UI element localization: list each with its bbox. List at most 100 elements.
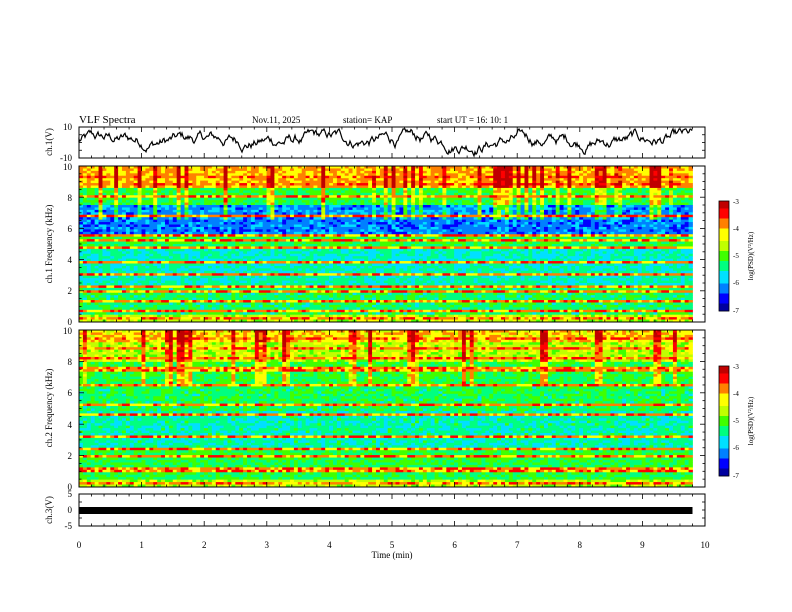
spectrogram-cell	[301, 212, 307, 216]
spectrogram-cell	[223, 185, 228, 189]
spectrogram-cell	[239, 168, 244, 172]
spectrogram-cell	[360, 202, 365, 206]
spectrogram-cell	[422, 192, 428, 196]
spectrogram-cell	[153, 190, 158, 194]
spectrogram-cell	[90, 222, 96, 225]
spectrogram-cell	[446, 200, 451, 203]
spectrogram-cell	[219, 231, 224, 235]
spectrogram-cell	[485, 197, 490, 201]
spectrogram-cell	[571, 207, 576, 211]
spectrogram-cell	[106, 209, 111, 213]
spectrogram-cell	[653, 207, 658, 211]
spectrogram-cell	[317, 239, 322, 242]
spectrogram-cell	[567, 197, 572, 201]
spectrogram-cell	[645, 226, 650, 230]
spectrogram-cell	[395, 175, 400, 179]
spectrogram-cell	[356, 234, 361, 238]
spectrogram-cell	[282, 214, 287, 218]
spectrogram-cell	[290, 224, 295, 228]
spectrogram-cell	[442, 219, 447, 223]
spectrogram-cell	[501, 178, 506, 182]
spectrogram-cell	[332, 214, 338, 218]
spectrogram-cell	[567, 202, 572, 206]
spectrogram-cell	[200, 202, 205, 206]
spectrogram-cell	[426, 222, 432, 225]
spectrogram-cell	[501, 209, 506, 213]
spectrogram-cell	[508, 209, 514, 213]
spectrogram-cell	[231, 183, 236, 186]
spectrogram-cell	[688, 195, 693, 199]
spectrogram-cell	[446, 236, 451, 240]
spectrogram-cell	[465, 187, 471, 191]
spectrogram-cell	[626, 239, 631, 242]
spectrogram-cell	[309, 178, 314, 182]
spectrogram-cell	[622, 222, 627, 225]
spectrogram-cell	[501, 241, 506, 245]
spectrogram-cell	[450, 170, 455, 174]
spectrogram-cell	[454, 187, 459, 191]
spectrogram-cell	[446, 170, 451, 174]
spectrogram-cell	[118, 226, 123, 230]
spectrogram-cell	[626, 207, 631, 211]
spectrogram-cell	[415, 170, 420, 174]
spectrogram-cell	[149, 170, 154, 174]
spectrogram-cell	[204, 195, 209, 199]
spectrogram-cell	[313, 212, 318, 216]
spectrogram-cell	[297, 231, 303, 235]
spectrogram-cell	[618, 217, 623, 221]
spectrogram-cell	[375, 241, 381, 245]
spectrogram-cell	[379, 231, 385, 235]
spectrogram-cell	[422, 202, 428, 206]
spectrogram-cell	[626, 175, 631, 179]
spectrogram-cell	[223, 202, 228, 206]
spectrogram-cell	[633, 219, 639, 223]
spectrogram-cell	[176, 195, 181, 199]
spectrogram-cell	[372, 200, 377, 203]
spectrogram-cell	[661, 212, 666, 216]
spectrogram-cell	[450, 202, 455, 206]
spectrogram-cell	[583, 197, 588, 201]
spectrogram-cell	[438, 197, 443, 201]
spectrogram-cell	[508, 222, 514, 225]
spectrogram-cell	[372, 241, 377, 245]
spectrogram-cell	[395, 209, 400, 213]
spectrogram-cell	[540, 205, 545, 208]
spectrogram-cell	[473, 234, 478, 238]
spectrogram-cell	[200, 209, 205, 213]
spectrogram-cell	[669, 239, 674, 242]
spectrogram-cell	[508, 183, 514, 186]
spectrogram-cell	[196, 170, 201, 174]
spectrogram-cell	[415, 205, 420, 208]
spectrogram-cell	[528, 173, 533, 177]
spectrogram-cell	[657, 173, 662, 177]
spectrogram-cell	[629, 207, 635, 211]
spectrogram-cell	[270, 166, 275, 169]
spectrogram-cell	[676, 170, 682, 174]
spectrogram-cell	[590, 175, 596, 179]
spectrogram-cell	[555, 207, 561, 211]
spectrogram-cell	[626, 192, 631, 196]
spectrogram-cell	[458, 187, 463, 191]
spectrogram-cell	[594, 224, 600, 228]
spectrogram-cell	[121, 231, 127, 235]
spectrogram-cell	[133, 239, 139, 242]
spectrogram-cell	[426, 166, 432, 169]
spectrogram-cell	[395, 166, 400, 169]
spectrogram-cell	[223, 178, 228, 182]
spectrogram-cell	[567, 185, 572, 189]
spectrogram-cell	[512, 222, 518, 225]
spectrogram-cell	[258, 205, 264, 208]
spectrogram-cell	[504, 212, 510, 216]
spectrogram-cell	[571, 173, 576, 177]
spectrogram-cell	[372, 197, 377, 201]
spectrogram-cell	[465, 205, 471, 208]
spectrogram-cell	[649, 234, 654, 238]
spectrogram-cell	[364, 170, 369, 174]
spectrogram-cell	[520, 166, 525, 169]
spectrogram-cell	[372, 205, 377, 208]
spectrogram-cell	[129, 178, 135, 182]
spectrogram-cell	[403, 212, 408, 216]
spectrogram-cell	[536, 168, 541, 172]
spectrogram-cell	[364, 231, 369, 235]
spectrogram-cell	[141, 229, 146, 233]
